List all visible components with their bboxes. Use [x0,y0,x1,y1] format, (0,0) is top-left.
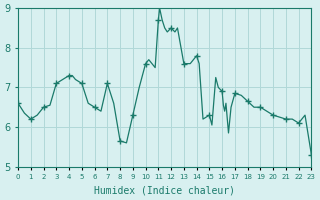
X-axis label: Humidex (Indice chaleur): Humidex (Indice chaleur) [94,186,235,196]
